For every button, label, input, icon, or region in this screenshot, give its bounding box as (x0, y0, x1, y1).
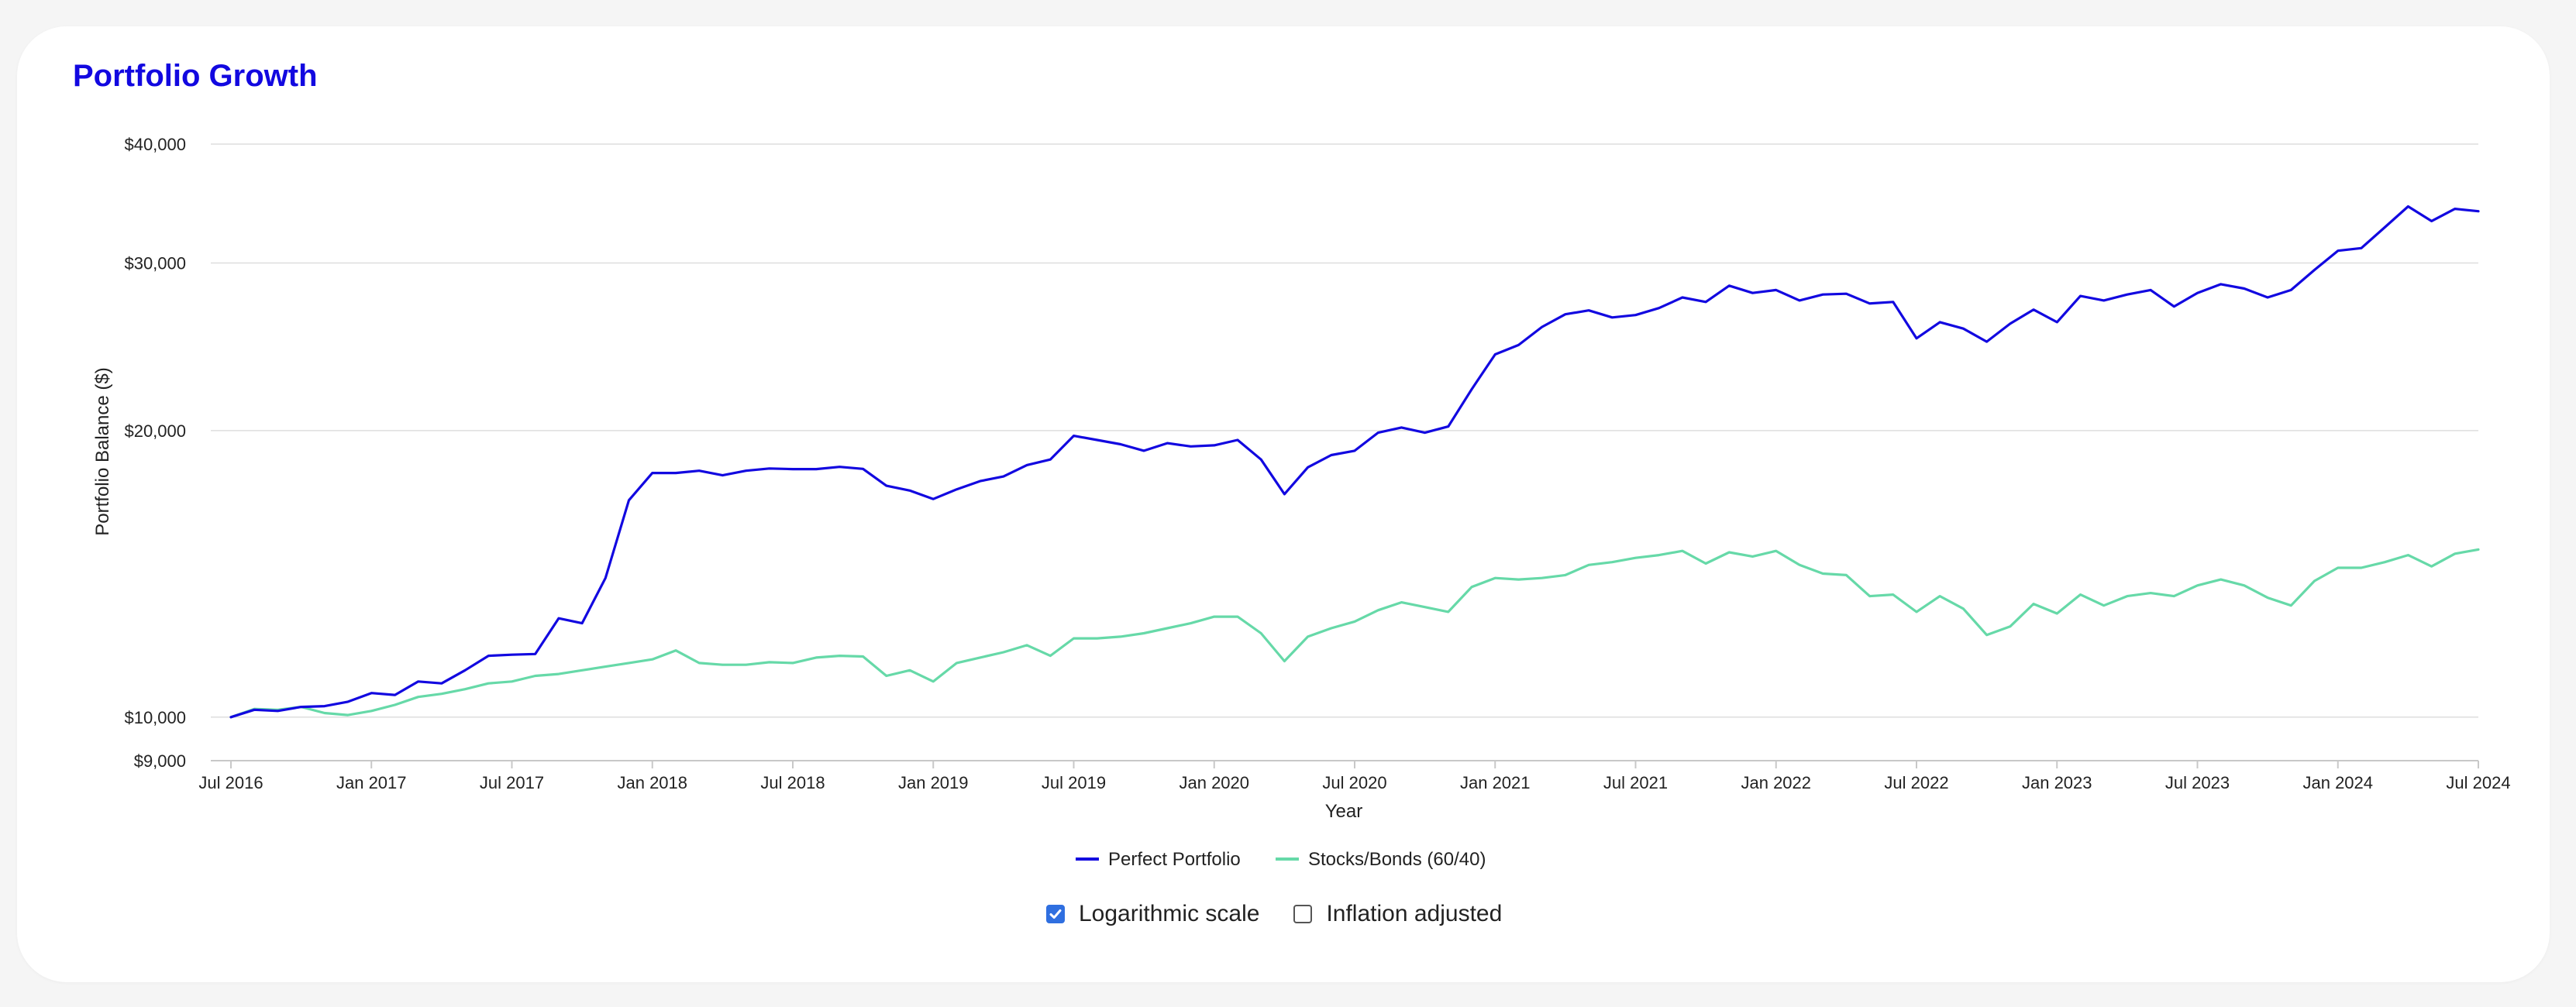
x-tick-label: Jan 2018 (617, 773, 687, 792)
legend-label: Perfect Portfolio (1108, 849, 1241, 870)
log-scale-checkbox[interactable] (1046, 905, 1065, 923)
y-axis-label: Portfolio Balance ($) (92, 367, 113, 535)
x-tick-label: Jan 2022 (1741, 773, 1811, 792)
x-tick-label: Jul 2018 (760, 773, 825, 792)
x-tick-label: Jul 2022 (1884, 773, 1948, 792)
x-tick-label: Jul 2019 (1042, 773, 1106, 792)
x-tick-label: Jan 2021 (1460, 773, 1531, 792)
x-axis-label: Year (1325, 801, 1363, 822)
y-axis-ticks: $9,000 $10,000 $20,000 $30,000 $40,000 (124, 135, 186, 771)
chart-title: Portfolio Growth (73, 59, 318, 93)
x-tick-label: Jan 2023 (2022, 773, 2092, 792)
x-tick-label: Jul 2020 (1322, 773, 1386, 792)
legend-label: Stocks/Bonds (60/40) (1308, 849, 1486, 870)
y-tick-label: $30,000 (124, 254, 186, 273)
chart-options: Logarithmic scale Inflation adjusted (1046, 897, 1502, 931)
portfolio-growth-card (17, 26, 2550, 982)
series-line-stocks-bonds-60-40 (229, 548, 2480, 719)
x-tick-label: Jul 2024 (2446, 773, 2510, 792)
x-tick-label: Jan 2020 (1179, 773, 1249, 792)
inflation-adjusted-label: Inflation adjusted (1326, 901, 1503, 926)
log-scale-option[interactable]: Logarithmic scale (1046, 901, 1259, 927)
x-tick-label: Jan 2017 (336, 773, 407, 792)
series-lines (229, 204, 2480, 719)
x-tick-label: Jul 2021 (1603, 773, 1668, 792)
x-tick-label: Jul 2023 (2165, 773, 2230, 792)
x-tick-label: Jul 2016 (198, 773, 263, 792)
checkmark-icon (1049, 909, 1062, 919)
y-tick-label: $9,000 (134, 751, 186, 771)
series-line-perfect-portfolio (229, 204, 2480, 719)
y-tick-label: $10,000 (124, 708, 186, 727)
x-axis-ticks: Jul 2016 Jan 2017 Jul 2017 Jan 2018 Jul 2018… (198, 761, 2511, 792)
x-tick-label: Jul 2017 (480, 773, 544, 792)
legend: Perfect Portfolio Stocks/Bonds (60/40) (1076, 849, 1486, 870)
inflation-adjusted-checkbox[interactable] (1293, 905, 1313, 923)
log-scale-label: Logarithmic scale (1079, 901, 1260, 926)
inflation-adjusted-option[interactable]: Inflation adjusted (1293, 901, 1502, 927)
y-tick-label: $20,000 (124, 421, 186, 441)
y-tick-label: $40,000 (124, 135, 186, 154)
x-tick-label: Jan 2024 (2302, 773, 2373, 792)
x-tick-label: Jan 2019 (898, 773, 969, 792)
